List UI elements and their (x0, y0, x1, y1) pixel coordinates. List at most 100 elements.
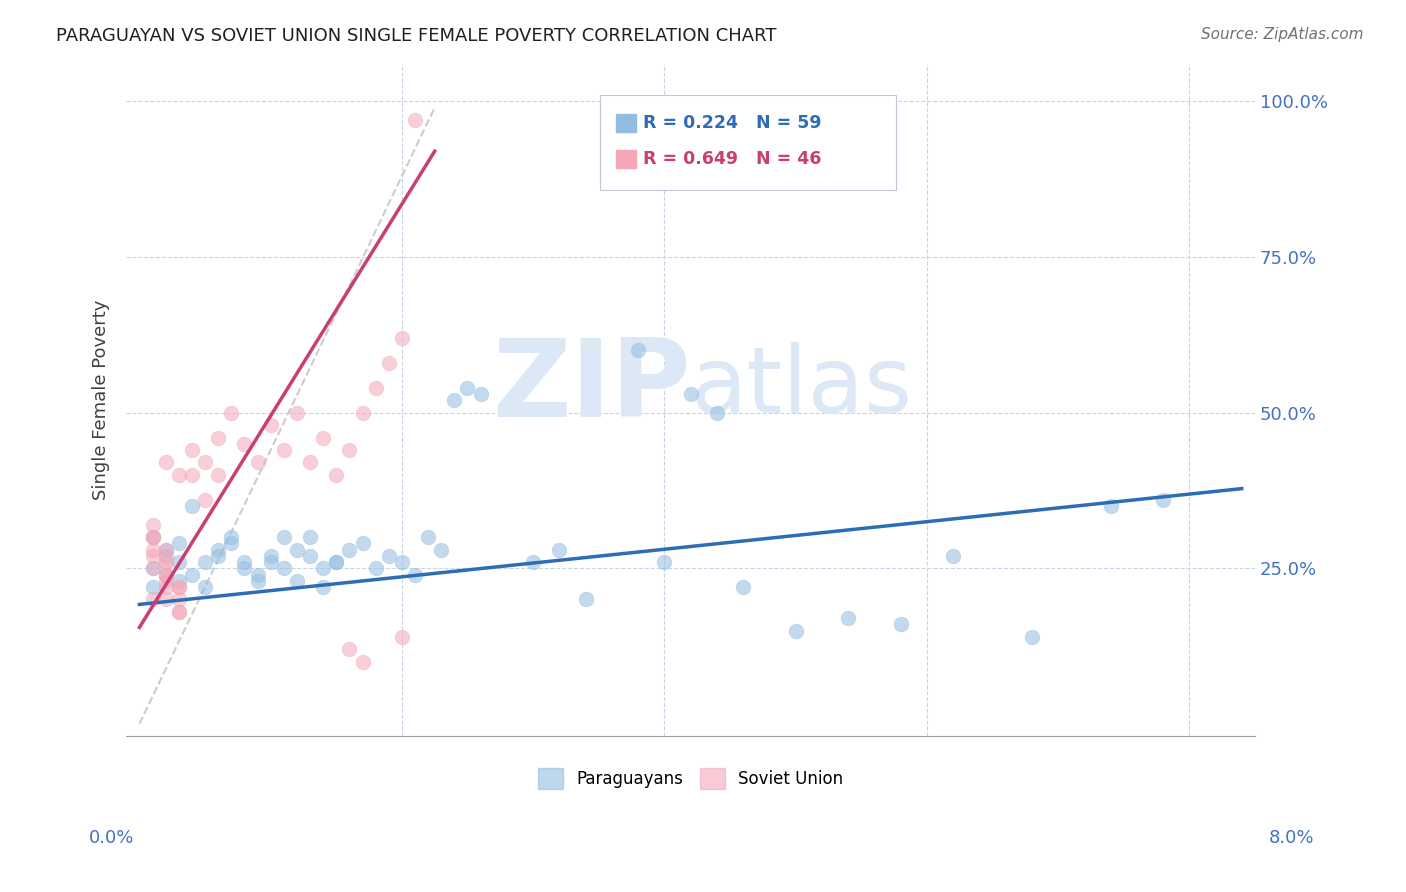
Point (194, 492, 217, 507)
Point (352, 655, 374, 669)
Point (167, 592, 190, 607)
Point (155, 555, 177, 569)
Point (219, 406, 242, 420)
Point (1152, 492, 1174, 507)
Point (219, 536, 242, 550)
Point (418, 530, 440, 544)
Point (141, 517, 163, 532)
Point (167, 467, 190, 482)
Text: ZIP: ZIP (492, 334, 690, 440)
Point (246, 574, 269, 588)
Text: R = 0.224   N = 59: R = 0.224 N = 59 (643, 114, 821, 132)
Point (378, 549, 401, 563)
Point (155, 542, 177, 557)
Point (890, 617, 912, 632)
Point (312, 431, 335, 445)
Text: atlas: atlas (690, 342, 912, 432)
Point (167, 605, 190, 619)
Point (155, 555, 177, 569)
Point (457, 381, 479, 395)
Point (325, 467, 347, 482)
Point (246, 567, 269, 582)
Point (194, 580, 217, 594)
Point (155, 580, 177, 594)
Point (298, 549, 321, 563)
Point (180, 443, 202, 458)
Point (141, 592, 163, 607)
Point (207, 431, 229, 445)
Point (194, 455, 217, 469)
Point (167, 580, 190, 594)
Legend: Paraguayans, Soviet Union: Paraguayans, Soviet Union (531, 762, 849, 796)
Point (141, 530, 163, 544)
Point (273, 561, 295, 575)
Point (246, 455, 269, 469)
Point (364, 561, 387, 575)
Point (167, 574, 190, 588)
Point (273, 530, 295, 544)
Point (180, 567, 202, 582)
Point (285, 542, 308, 557)
Point (273, 443, 295, 458)
Point (391, 630, 413, 644)
Point (430, 542, 453, 557)
Point (207, 542, 229, 557)
Point (141, 561, 163, 575)
Point (141, 530, 163, 544)
Point (285, 574, 308, 588)
Point (337, 443, 360, 458)
Text: Source: ZipAtlas.com: Source: ZipAtlas.com (1201, 27, 1364, 42)
Point (785, 624, 807, 638)
Point (155, 574, 177, 588)
Point (155, 567, 177, 582)
Point (443, 393, 465, 408)
Point (298, 530, 321, 544)
Point (141, 542, 163, 557)
Point (259, 549, 281, 563)
Point (141, 561, 163, 575)
Point (155, 567, 177, 582)
Point (180, 499, 202, 513)
Point (155, 567, 177, 582)
Text: R = 0.649   N = 46: R = 0.649 N = 46 (643, 150, 821, 168)
Point (364, 381, 387, 395)
Point (391, 331, 413, 345)
Point (207, 549, 229, 563)
Point (167, 605, 190, 619)
Point (155, 542, 177, 557)
Point (219, 530, 242, 544)
Point (155, 549, 177, 563)
Point (167, 555, 190, 569)
Point (654, 555, 676, 569)
Point (352, 406, 374, 420)
Point (627, 343, 650, 358)
Point (259, 555, 281, 569)
Point (312, 561, 335, 575)
Point (378, 356, 401, 370)
Point (470, 387, 492, 401)
Point (679, 387, 702, 401)
Point (837, 611, 859, 625)
Point (337, 642, 360, 657)
Point (233, 555, 256, 569)
Point (167, 536, 190, 550)
Point (285, 406, 308, 420)
Point (312, 580, 335, 594)
Text: 8.0%: 8.0% (1270, 829, 1315, 847)
Point (155, 592, 177, 607)
Point (352, 536, 374, 550)
Point (942, 549, 965, 563)
Point (548, 542, 571, 557)
Point (167, 580, 190, 594)
Point (391, 555, 413, 569)
Point (404, 567, 426, 582)
Point (404, 113, 426, 128)
Point (733, 580, 755, 594)
Point (325, 555, 347, 569)
Point (1099, 499, 1122, 513)
Point (141, 549, 163, 563)
Text: PARAGUAYAN VS SOVIET UNION SINGLE FEMALE POVERTY CORRELATION CHART: PARAGUAYAN VS SOVIET UNION SINGLE FEMALE… (56, 27, 776, 45)
Point (337, 542, 360, 557)
Point (141, 530, 163, 544)
Y-axis label: Single Female Poverty: Single Female Poverty (93, 300, 110, 500)
